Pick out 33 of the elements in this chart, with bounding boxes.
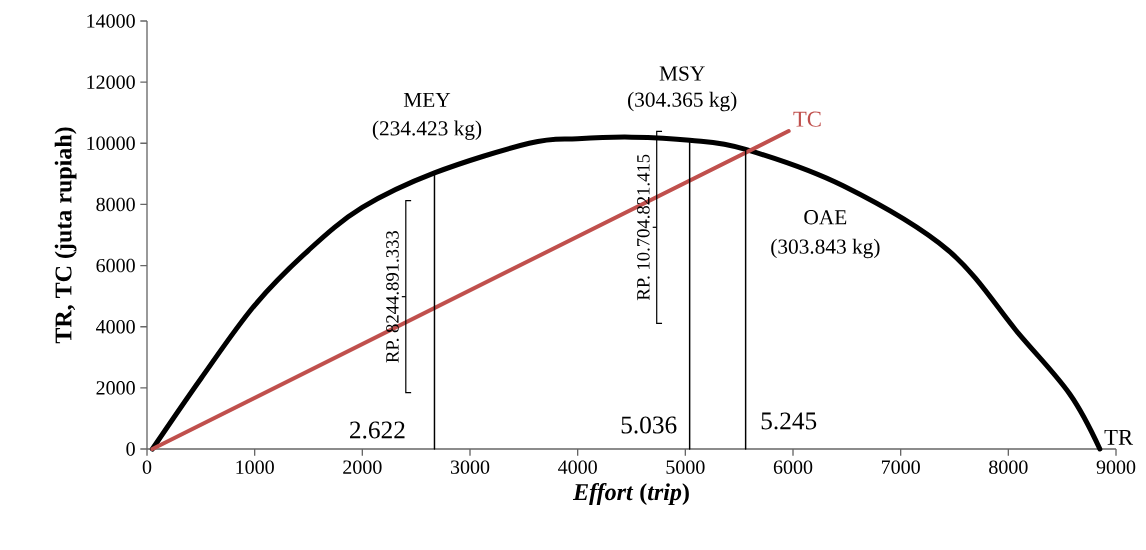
y-tick-label: 10000 [87,136,135,151]
y-tick-label: 14000 [87,14,135,28]
y-tick-label: 8000 [96,197,135,212]
annotation: MEY [403,92,451,107]
annotation: (304.365 kg) [628,91,737,112]
annotation: MSY [659,66,705,81]
x-axis-title: Effort (trip) [572,483,689,506]
annotation: RP. 10.704.821.415 [637,154,650,301]
annotation: 5.036 [621,416,677,434]
annotation: RP. 8244.891.333 [386,231,399,363]
annotation: OAE [804,210,847,225]
x-tick-label: 8000 [989,460,1028,474]
series-label: TR [1104,429,1134,445]
y-axis-title: TR, TC (juta rupiah) [54,127,77,344]
x-tick-label: 9000 [1096,460,1136,474]
x-tick-label: 4000 [558,460,597,474]
y-tick-label: 12000 [87,75,135,89]
x-tick-label: 1000 [236,460,274,474]
x-tick-label: 3000 [450,460,490,474]
y-tick-label: 0 [126,442,135,456]
x-tick-label: 6000 [773,460,813,474]
series-label: TC [793,111,821,127]
x-tick-label: 0 [142,460,152,474]
y-tick-label: 4000 [96,319,135,334]
x-tick-label: 7000 [881,460,920,474]
y-tick-label: 6000 [96,258,135,273]
annotation: (234.423 kg) [372,120,482,140]
y-tick-label: 2000 [96,381,135,395]
annotation: 2.622 [350,421,405,439]
annotation: (303.843 kg) [771,238,880,259]
x-tick-label: 5000 [666,460,705,474]
annotation: 5.245 [761,412,817,430]
x-tick-label: 2000 [343,460,382,474]
